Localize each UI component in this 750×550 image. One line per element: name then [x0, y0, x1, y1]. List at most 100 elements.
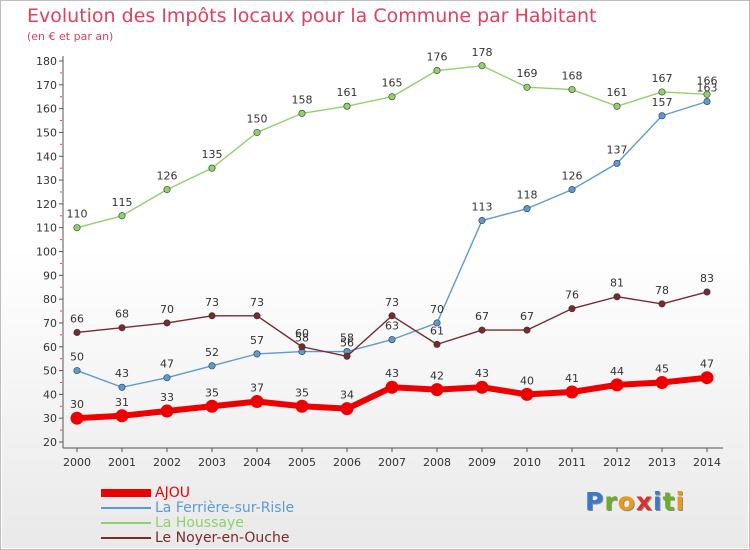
data-label: 40	[520, 374, 534, 387]
y-tick-label: 150	[36, 126, 57, 139]
data-point	[388, 312, 396, 320]
y-tick-label: 100	[36, 246, 57, 259]
data-point	[253, 350, 261, 358]
logo-letter: o	[617, 487, 636, 516]
data-label: 73	[250, 296, 264, 309]
data-label: 68	[115, 308, 129, 321]
data-label: 70	[430, 303, 444, 316]
data-point	[388, 93, 396, 101]
chart-title: Evolution des Impôts locaux pour la Comm…	[27, 5, 597, 27]
y-tick-label: 180	[36, 55, 57, 68]
data-point	[478, 217, 486, 225]
data-label: 157	[652, 96, 673, 109]
data-label: 67	[475, 310, 489, 323]
data-point	[250, 395, 264, 409]
data-label: 60	[295, 327, 309, 340]
y-tick-label: 90	[43, 269, 57, 282]
y-tick-label: 130	[36, 174, 57, 187]
chart-subtitle: (en € et par an)	[27, 30, 114, 43]
data-label: 35	[295, 386, 309, 399]
logo-letter: r	[604, 487, 618, 516]
x-tick-label: 2013	[648, 456, 676, 469]
data-point	[298, 109, 306, 117]
data-label: 44	[610, 365, 624, 378]
data-point	[118, 212, 126, 220]
data-point	[208, 312, 216, 320]
logo-letter: P	[585, 487, 605, 516]
data-label: 150	[247, 112, 268, 125]
data-point	[478, 62, 486, 70]
x-tick-label: 2014	[693, 456, 721, 469]
data-point	[253, 312, 261, 320]
x-tick-label: 2011	[558, 456, 586, 469]
data-point	[703, 97, 711, 105]
y-tick-label: 30	[43, 412, 57, 425]
legend-swatch	[101, 522, 151, 524]
data-label: 118	[517, 189, 538, 202]
legend-swatch	[101, 507, 151, 509]
data-point	[163, 374, 171, 382]
data-label: 113	[472, 201, 493, 214]
data-label: 33	[160, 391, 174, 404]
x-tick-label: 2006	[333, 456, 361, 469]
data-point	[73, 224, 81, 232]
data-point	[118, 324, 126, 332]
data-label: 78	[655, 284, 669, 297]
data-label: 66	[70, 312, 84, 325]
data-point	[658, 88, 666, 96]
data-label: 43	[385, 367, 399, 380]
data-label: 176	[427, 51, 448, 64]
legend-label: La Ferrière-sur-Risle	[155, 500, 295, 516]
data-label: 168	[562, 70, 583, 83]
data-label: 76	[565, 289, 579, 302]
data-point	[433, 319, 441, 327]
y-tick-label: 110	[36, 222, 57, 235]
data-label: 45	[655, 362, 669, 375]
x-tick-label: 2001	[108, 456, 136, 469]
data-point	[613, 102, 621, 110]
data-point	[208, 362, 216, 370]
data-label: 57	[250, 334, 264, 347]
y-tick-label: 40	[43, 388, 57, 401]
data-point	[73, 367, 81, 375]
x-tick-label: 2002	[153, 456, 181, 469]
data-point	[295, 399, 309, 413]
x-tick-label: 2005	[288, 456, 316, 469]
data-point	[658, 300, 666, 308]
y-tick-label: 60	[43, 341, 57, 354]
legend-label: Le Noyer-en-Ouche	[155, 530, 290, 546]
data-label: 135	[202, 148, 223, 161]
data-point	[70, 411, 84, 425]
data-label: 83	[700, 272, 714, 285]
y-tick-label: 20	[43, 436, 57, 449]
data-point	[340, 402, 354, 416]
proxiti-logo: Proxiti	[585, 487, 685, 516]
data-point	[433, 340, 441, 348]
data-point	[205, 399, 219, 413]
data-label: 158	[292, 93, 313, 106]
data-label: 165	[382, 77, 403, 90]
logo-letter: t	[662, 487, 676, 516]
data-point	[700, 371, 714, 385]
data-point	[118, 383, 126, 391]
x-tick-label: 2004	[243, 456, 271, 469]
legend-swatch	[101, 537, 151, 539]
data-point	[568, 86, 576, 94]
x-tick-label: 2007	[378, 456, 406, 469]
data-point	[160, 404, 174, 418]
data-label: 178	[472, 46, 493, 59]
data-label: 161	[337, 86, 358, 99]
logo-letter: i	[675, 487, 686, 516]
data-label: 47	[160, 358, 174, 371]
legend-swatch	[101, 489, 151, 497]
x-tick-label: 2012	[603, 456, 631, 469]
data-label: 34	[340, 389, 354, 402]
data-point	[388, 336, 396, 344]
data-point	[343, 352, 351, 360]
data-point	[385, 380, 399, 394]
data-point	[523, 83, 531, 91]
data-point	[163, 186, 171, 194]
data-label: 169	[517, 67, 538, 80]
